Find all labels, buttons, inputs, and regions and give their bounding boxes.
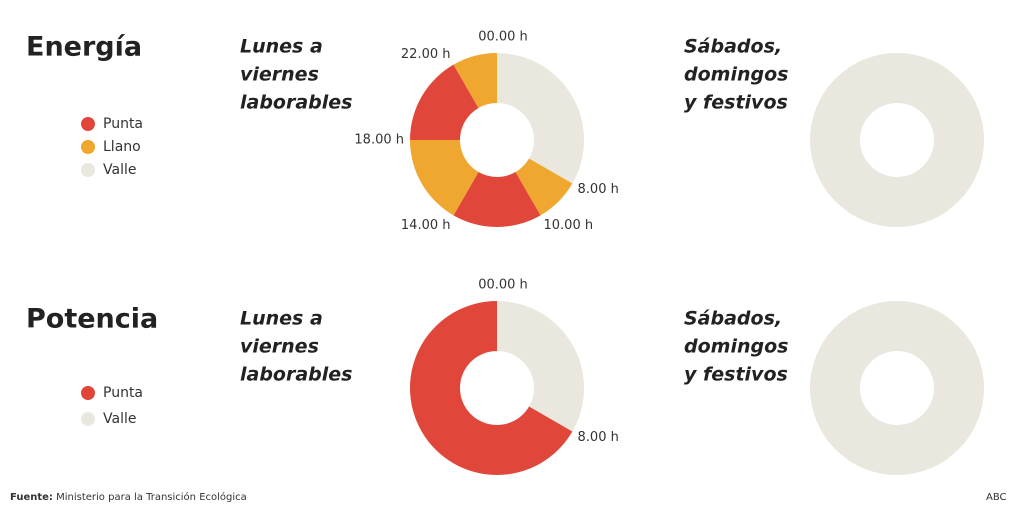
- legend-label: Llano: [103, 139, 141, 155]
- section-title: Energía: [26, 32, 142, 63]
- time-label: 8.00 h: [578, 430, 619, 445]
- time-label: 18.00 h: [354, 133, 404, 148]
- chart-title: y festivos: [684, 92, 788, 114]
- chart-title: Lunes a: [240, 308, 323, 330]
- time-label: 8.00 h: [578, 182, 619, 197]
- donut-segment: [810, 53, 984, 227]
- legend-swatch: [81, 140, 95, 154]
- chart-title: domingos: [684, 336, 788, 358]
- chart-title: viernes: [240, 336, 319, 358]
- credit: ABC: [986, 492, 1007, 503]
- legend-swatch: [81, 163, 95, 177]
- source-label: Fuente:: [10, 492, 53, 503]
- donut-segment: [515, 158, 573, 216]
- donut-segment: [410, 301, 573, 475]
- chart-title: laborables: [240, 92, 353, 114]
- donut-segment: [410, 140, 479, 216]
- donut-segment: [453, 172, 541, 227]
- time-label: 14.00 h: [401, 218, 451, 233]
- time-label: 00.00 h: [478, 30, 528, 45]
- legend-swatch: [81, 412, 95, 426]
- time-label: 00.00 h: [478, 278, 528, 293]
- chart-title: y festivos: [684, 364, 788, 386]
- section-title: Potencia: [26, 304, 158, 335]
- legend-swatch: [81, 386, 95, 400]
- legend-label: Punta: [103, 116, 143, 132]
- chart-title: domingos: [684, 64, 788, 86]
- time-label: 22.00 h: [401, 47, 451, 62]
- chart-title: viernes: [240, 64, 319, 86]
- legend-label: Valle: [103, 162, 136, 178]
- donut-segment: [453, 53, 497, 108]
- chart-title: Sábados,: [684, 36, 782, 58]
- time-label: 10.00 h: [544, 218, 594, 233]
- chart-title: Lunes a: [240, 36, 323, 58]
- chart-title: Sábados,: [684, 308, 782, 330]
- donut-segment: [410, 64, 479, 140]
- legend-swatch: [81, 117, 95, 131]
- donut-segment: [497, 53, 584, 184]
- source-text: Ministerio para la Transición Ecológica: [56, 491, 247, 503]
- source: Fuente: Ministerio para la Transición Ec…: [10, 491, 247, 503]
- donut-segment: [497, 301, 584, 432]
- legend-label: Valle: [103, 411, 136, 427]
- chart-title: laborables: [240, 364, 353, 386]
- legend-label: Punta: [103, 385, 143, 401]
- donut-segment: [810, 301, 984, 475]
